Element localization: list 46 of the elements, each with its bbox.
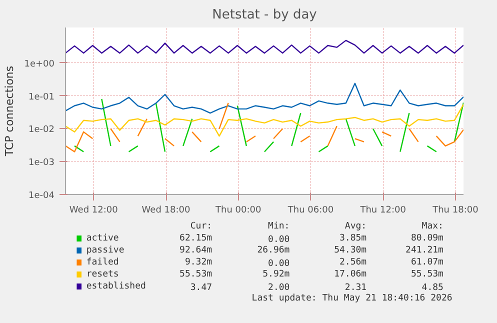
text: Cur: xyxy=(190,222,212,232)
text: 4.85 xyxy=(422,283,444,293)
text: 62.15m xyxy=(180,234,212,244)
legend-label: passive xyxy=(86,246,124,256)
text: 80.09m xyxy=(410,234,444,244)
line-series xyxy=(66,82,464,114)
text: 241.21m xyxy=(406,246,444,256)
y-tick-label: 1e-02 xyxy=(28,125,55,136)
text: 61.07m xyxy=(410,258,444,268)
text: 0.00 xyxy=(268,235,290,245)
text: 9.32m xyxy=(184,258,212,268)
line-series xyxy=(66,40,464,54)
y-tick-label: 1e-03 xyxy=(28,158,55,168)
y-tick-label: 1e-04 xyxy=(28,191,55,201)
x-tick-label: Thu 12:00 xyxy=(359,206,406,216)
text: Max: xyxy=(422,222,444,232)
text: 55.53m xyxy=(410,270,444,280)
text: 92.64m xyxy=(180,246,212,256)
y-tick-label: 1e+00 xyxy=(24,59,55,70)
legend-label: failed xyxy=(86,258,119,268)
text: 3.47 xyxy=(190,283,212,293)
text: Avg: xyxy=(344,222,367,232)
text: 2.31 xyxy=(344,283,367,293)
legend-label: established xyxy=(86,282,146,292)
y-axis-title: TCP connections xyxy=(3,66,16,158)
x-tick-label: Thu 18:00 xyxy=(432,206,479,216)
text: 3.85m xyxy=(340,234,367,244)
chart-title: Netstat - by day xyxy=(212,8,318,22)
x-tick-label: Wed 12:00 xyxy=(69,206,118,216)
text: 0.00 xyxy=(268,259,290,269)
text: Last update: Thu May 21 18:40:16 2026 xyxy=(252,294,452,304)
x-tick-label: Wed 18:00 xyxy=(142,206,190,216)
text: Min: xyxy=(268,222,290,232)
text: 17.06m xyxy=(334,270,367,280)
text: 5.92m xyxy=(262,270,290,280)
text: 2.00 xyxy=(268,283,290,293)
legend-label: resets xyxy=(86,270,119,280)
text: 54.30m xyxy=(334,246,367,256)
x-tick-label: Thu 06:00 xyxy=(286,206,334,216)
text: 55.53m xyxy=(180,270,212,280)
line-series xyxy=(66,104,464,137)
y-tick-label: 1e-01 xyxy=(28,92,55,102)
x-tick-label: Thu 00:00 xyxy=(214,206,262,216)
text: 2.56m xyxy=(340,258,367,268)
legend-label: active xyxy=(86,234,119,244)
text: 26.96m xyxy=(257,246,290,256)
